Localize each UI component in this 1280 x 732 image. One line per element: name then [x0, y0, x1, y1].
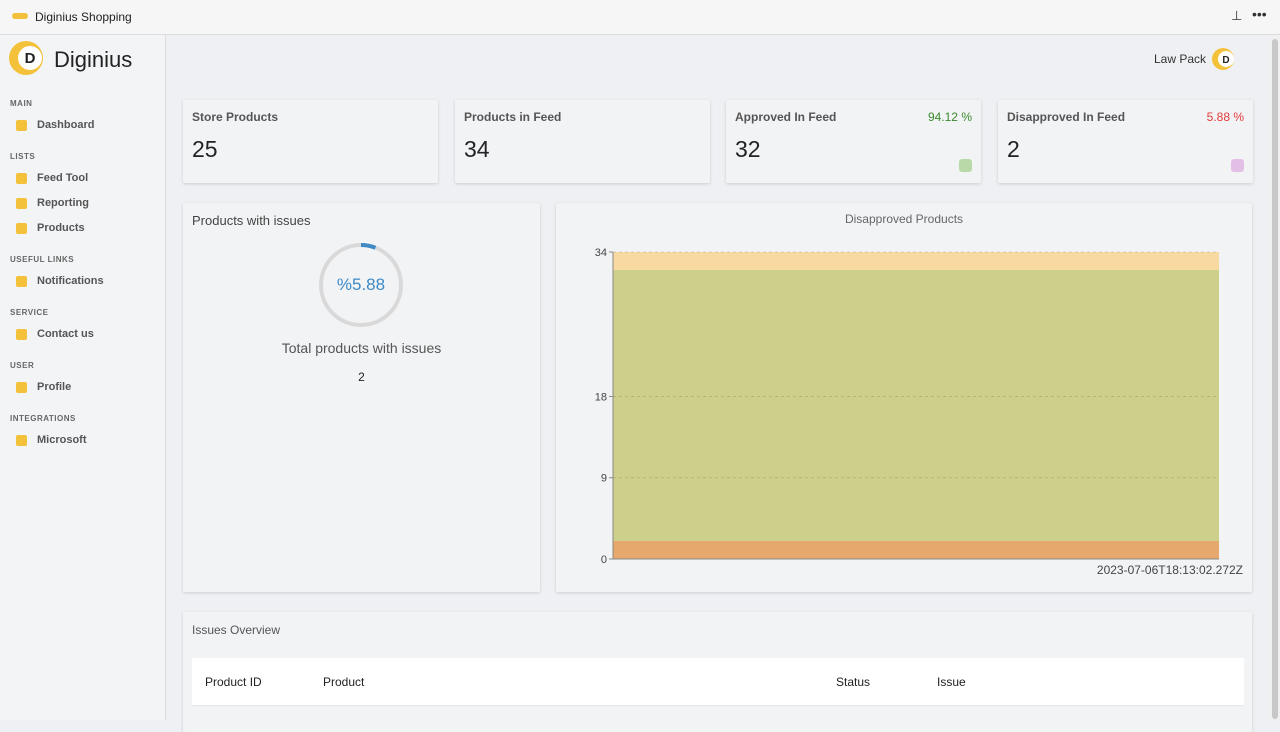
stat-label: Approved In Feed	[735, 110, 837, 124]
column-header[interactable]: Status	[836, 675, 871, 689]
account-name[interactable]: Law Pack	[1154, 52, 1207, 66]
stat-label: Store Products	[192, 110, 279, 124]
nav-item[interactable]: Notifications	[0, 269, 165, 294]
table-title: Issues Overview	[192, 623, 281, 637]
nav-label: Feed Tool	[37, 172, 89, 184]
scroll-thumb[interactable]	[1272, 39, 1278, 719]
nav-heading: MAIN	[10, 99, 33, 108]
nav-label: Notifications	[37, 275, 104, 287]
stat-card: Disapproved In Feed 2 5.88 %	[998, 100, 1253, 183]
svg-text:D: D	[25, 50, 36, 67]
nav-label: Products	[37, 222, 85, 234]
issues-card: Products with issues %5.88 Total product…	[183, 203, 540, 592]
svg-text:D: D	[1222, 55, 1229, 66]
nav-icon	[16, 276, 27, 287]
stat-card: Store Products 25	[183, 100, 438, 183]
column-header[interactable]: Product ID	[205, 675, 262, 689]
nav-heading: USEFUL LINKS	[10, 255, 75, 264]
scrollbar	[1270, 35, 1280, 720]
account-logo: D	[1212, 48, 1234, 70]
pin-button[interactable]: ⊥	[1231, 8, 1243, 23]
nav-label: Microsoft	[37, 434, 87, 446]
stat-card: Products in Feed 34	[455, 100, 710, 183]
nav-item[interactable]: Reporting	[0, 191, 165, 216]
nav-item[interactable]: Profile	[0, 375, 165, 400]
nav-label: Dashboard	[37, 119, 95, 131]
brand-name: Diginius	[54, 47, 133, 72]
nav-item[interactable]: Contact us	[0, 322, 165, 347]
gauge: %5.88	[319, 243, 403, 327]
nav-item[interactable]: Dashboard	[0, 113, 165, 138]
nav-icon	[16, 198, 27, 209]
nav-heading: USER	[10, 361, 35, 370]
nav-heading: LISTS	[10, 152, 36, 161]
stat-badge	[959, 159, 972, 172]
nav-icon	[16, 120, 27, 131]
app-bar: Diginius Shopping ⊥ •••	[0, 0, 1280, 35]
nav-label: Contact us	[37, 328, 94, 340]
stat-label: Disapproved In Feed	[1007, 110, 1126, 124]
nav: MAIN Dashboard LISTS Feed Tool Reporting Prod…	[0, 93, 165, 453]
issues-caption: Total products with issues	[281, 340, 442, 356]
nav-item[interactable]: Microsoft	[0, 428, 165, 453]
stat-percent: 5.88 %	[1206, 110, 1244, 124]
chart-card: Disapproved Products 0 9 18 34 2023-07-06T18…	[556, 203, 1252, 592]
app-title: Diginius Shopping	[35, 10, 132, 24]
stat-value: 2	[1007, 136, 1020, 162]
nav-heading: SERVICE	[10, 308, 49, 317]
nav-label: Profile	[37, 381, 72, 393]
table-header: Product ID Product Status Issue	[192, 658, 1244, 706]
nav-item[interactable]: Products	[0, 216, 165, 241]
chart: Disapproved Products 0 9 18 34 2023-07-06T18…	[595, 212, 1243, 577]
brand-logo: D	[9, 41, 43, 75]
nav-icon	[16, 435, 27, 446]
nav-icon	[16, 223, 27, 234]
stat-value: 25	[192, 136, 218, 162]
y-tick-label: 18	[595, 391, 607, 403]
nav-icon	[16, 329, 27, 340]
issues-count: 2	[358, 370, 365, 384]
stat-value: 32	[735, 136, 761, 162]
column-header[interactable]: Issue	[937, 675, 966, 689]
nav-icon	[16, 382, 27, 393]
nav-item[interactable]: Feed Tool	[0, 166, 165, 191]
stat-badge	[1231, 159, 1244, 172]
nav-icon	[16, 173, 27, 184]
sidebar: D Diginius MAIN Dashboard LISTS Feed Tool Re…	[0, 35, 166, 720]
gauge-label: %5.88	[337, 275, 385, 294]
chart-title: Disapproved Products	[845, 212, 963, 226]
stat-percent: 94.12 %	[927, 110, 972, 124]
issues-title: Products with issues	[192, 213, 311, 228]
nav-label: Reporting	[37, 197, 89, 209]
y-tick-label: 34	[595, 247, 607, 259]
area	[613, 270, 1219, 559]
y-tick-label: 0	[601, 554, 607, 566]
gauge-arc	[360, 243, 377, 250]
stat-label: Products in Feed	[464, 110, 562, 124]
more-button[interactable]: •••	[1252, 6, 1267, 22]
x-tick-label: 2023-07-06T18:13:02.272Z	[1097, 563, 1243, 577]
app-icon	[12, 13, 28, 19]
area	[613, 540, 1219, 559]
stat-value: 34	[464, 136, 490, 162]
column-header[interactable]: Product	[323, 675, 365, 689]
table-card: Issues Overview Product ID Product Status I…	[183, 612, 1252, 732]
stat-card: Approved In Feed 32 94.12 %	[726, 100, 981, 183]
nav-heading: INTEGRATIONS	[10, 414, 76, 423]
y-tick-label: 9	[601, 473, 607, 485]
